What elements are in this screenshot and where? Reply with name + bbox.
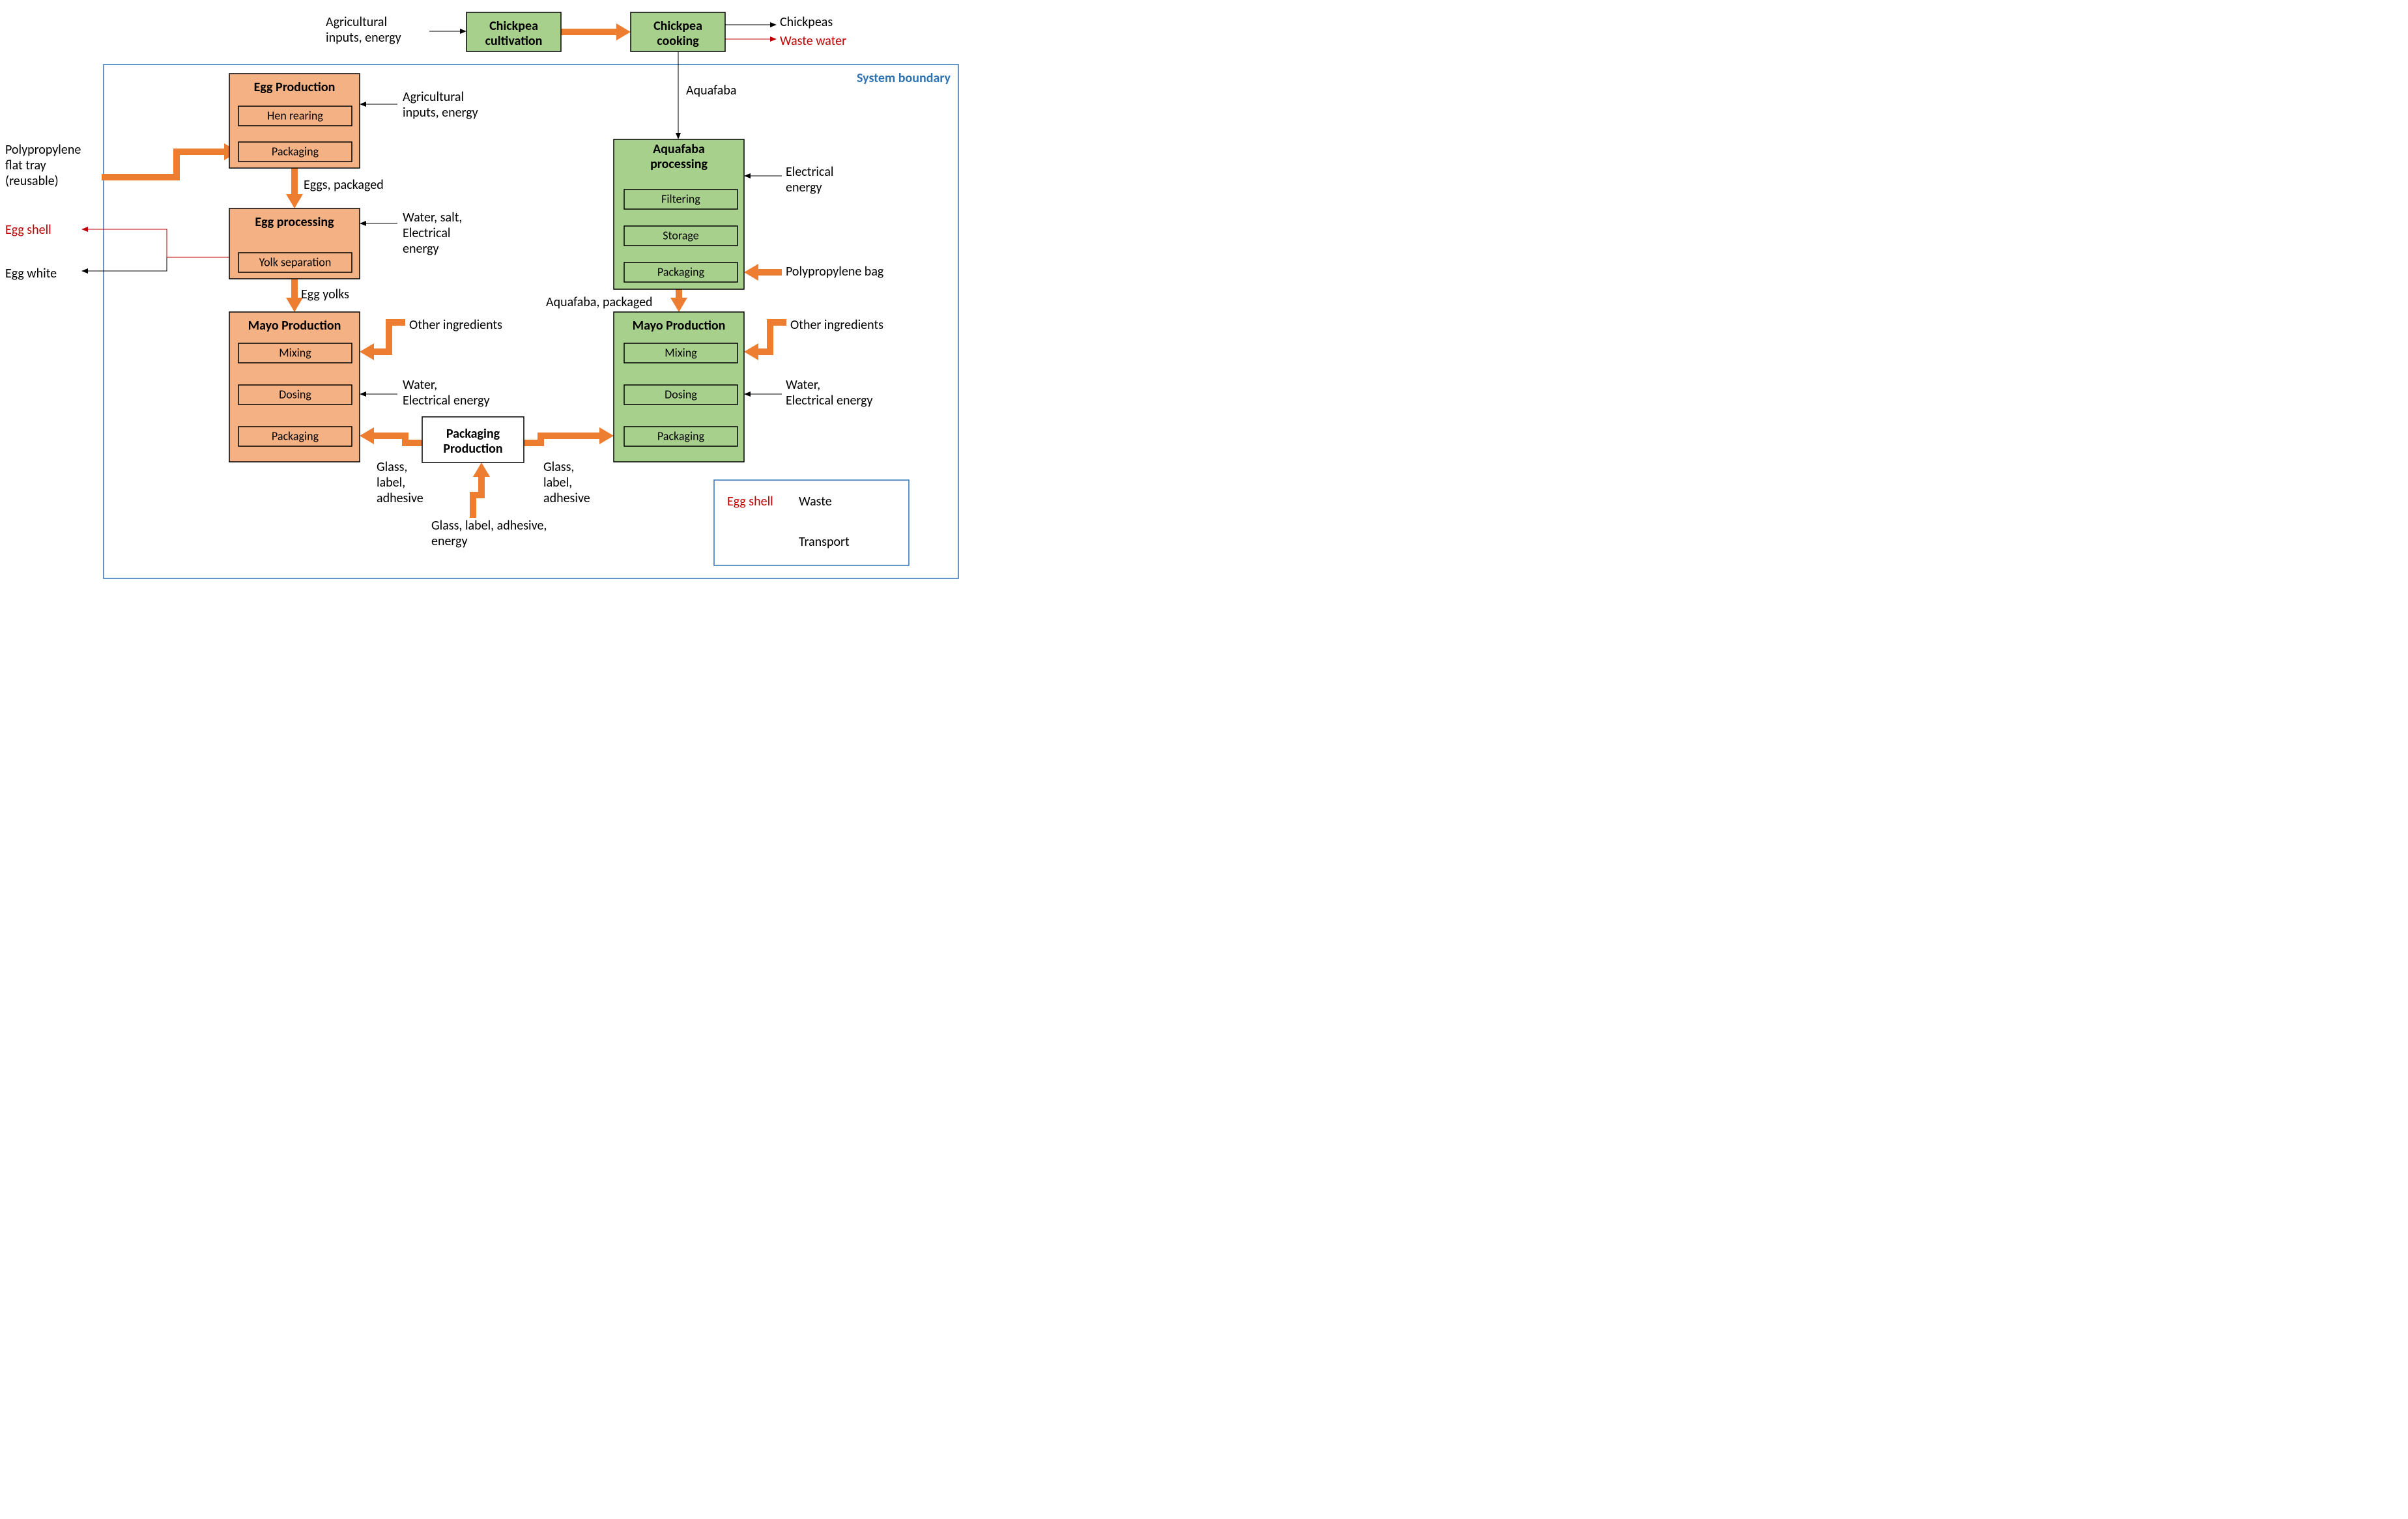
legend-transport-desc: Transport xyxy=(799,534,850,550)
system-boundary-label: System boundary xyxy=(857,70,951,86)
process-title-chickpea_cultivation: Chickpea xyxy=(489,18,538,34)
process-title-packaging_production: Production xyxy=(443,441,502,457)
sub-box-label-mayo_right-2: Packaging xyxy=(657,429,705,443)
process-title-chickpea_cultivation: cultivation xyxy=(485,33,543,49)
annotation-gla_energy: Glass, label, adhesive, xyxy=(431,518,547,533)
annotation-egg_shell: Egg shell xyxy=(5,222,51,238)
annotation-water_elec_right: Electrical energy xyxy=(786,393,873,408)
sub-box-label-mayo_right-1: Dosing xyxy=(665,387,697,401)
annotation-gla_right: adhesive xyxy=(543,490,590,506)
process-title-aquafaba_processing: Aquafaba xyxy=(653,141,705,157)
annotation-pp_tray: flat tray xyxy=(5,158,46,173)
process-title-egg_processing: Egg processing xyxy=(255,214,334,230)
annotation-water_elec_right: Water, xyxy=(786,377,820,393)
annotation-gla_energy: energy xyxy=(431,533,468,549)
process-title-egg_production: Egg Production xyxy=(254,79,336,95)
annotation-aquafaba_pkg: Aquafaba, packaged xyxy=(546,294,653,310)
annotation-ag_inputs_egg: Agricultural xyxy=(403,89,464,105)
annotation-egg_yolks: Egg yolks xyxy=(301,287,349,302)
annotation-gla_left: adhesive xyxy=(377,490,423,506)
sub-box-label-mayo_right-0: Mixing xyxy=(665,345,697,360)
annotation-pp_bag: Polypropylene bag xyxy=(786,264,884,279)
process-title-aquafaba_processing: processing xyxy=(650,156,708,172)
sub-box-label-egg_production-1: Packaging xyxy=(272,144,319,158)
sub-box-label-egg_production-0: Hen rearing xyxy=(267,108,323,122)
annotation-waste_water: Waste water xyxy=(780,33,846,49)
sub-box-label-mayo_left-0: Mixing xyxy=(279,345,311,360)
annotation-ag_inputs_top: Agricultural xyxy=(326,14,387,30)
sub-box-label-aquafaba_processing-1: Storage xyxy=(663,228,698,242)
annotation-electrical_aq: Electrical xyxy=(786,164,834,180)
sub-box-label-aquafaba_processing-2: Packaging xyxy=(657,264,705,279)
annotation-water_elec_left: Water, xyxy=(403,377,437,393)
annotation-gla_right: Glass, xyxy=(543,459,574,475)
process-title-mayo_right: Mayo Production xyxy=(633,318,726,334)
annotation-gla_right: label, xyxy=(543,475,572,490)
annotation-other_ing_left: Other ingredients xyxy=(409,317,502,333)
annotation-other_ing_right: Other ingredients xyxy=(790,317,883,333)
process-title-packaging_production: Packaging xyxy=(446,426,500,442)
annotation-eggs_packaged: Eggs, packaged xyxy=(304,177,384,193)
annotation-water_salt: Water, salt, xyxy=(403,210,462,225)
annotation-gla_left: Glass, xyxy=(377,459,407,475)
legend-waste-sample: Egg shell xyxy=(727,494,773,509)
annotation-water_salt: Electrical xyxy=(403,225,451,241)
annotation-egg_white: Egg white xyxy=(5,266,57,281)
annotation-pp_tray: Polypropylene xyxy=(5,142,81,158)
process-title-chickpea_cooking: Chickpea xyxy=(653,18,702,34)
annotation-water_elec_left: Electrical energy xyxy=(403,393,490,408)
sub-box-label-aquafaba_processing-0: Filtering xyxy=(661,192,700,206)
process-title-mayo_left: Mayo Production xyxy=(248,318,341,334)
legend-waste-desc: Waste xyxy=(799,494,832,509)
legend-box xyxy=(714,480,909,565)
annotation-electrical_aq: energy xyxy=(786,180,822,195)
annotation-aquafaba_mid: Aquafaba xyxy=(686,83,736,98)
sub-box-label-mayo_left-1: Dosing xyxy=(279,387,311,401)
annotation-gla_left: label, xyxy=(377,475,405,490)
annotation-ag_inputs_egg: inputs, energy xyxy=(403,105,478,121)
annotation-water_salt: energy xyxy=(403,241,439,257)
sub-box-label-mayo_left-2: Packaging xyxy=(272,429,319,443)
process-title-chickpea_cooking: cooking xyxy=(657,33,699,49)
annotation-ag_inputs_top: inputs, energy xyxy=(326,30,401,46)
sub-box-label-egg_processing-0: Yolk separation xyxy=(259,255,332,269)
annotation-chickpeas_out: Chickpeas xyxy=(780,14,833,30)
annotation-pp_tray: (reusable) xyxy=(5,173,59,189)
